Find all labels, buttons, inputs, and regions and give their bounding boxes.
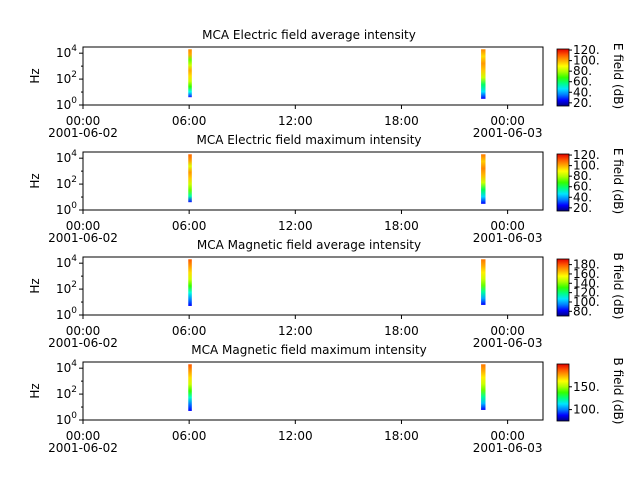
colorbar-label: B field (dB) — [611, 358, 625, 425]
colorbar-tick-label: 80. — [573, 64, 592, 78]
x-tick-label: 06:00 — [172, 324, 207, 338]
x-tick-label: 00:00 — [490, 324, 525, 338]
x-date-label: 2001-06-02 — [48, 441, 118, 455]
colorbar — [556, 48, 570, 107]
spectrogram-segment — [188, 364, 192, 411]
x-tick-label: 00:00 — [490, 219, 525, 233]
colorbar-tick-label: 100. — [573, 403, 600, 417]
colorbar-tick-label: 160. — [573, 267, 600, 281]
x-tick-label: 12:00 — [278, 429, 313, 443]
y-tick-label: 104 — [56, 359, 77, 375]
x-tick-label: 18:00 — [384, 429, 419, 443]
colorbar-tick-label: 80. — [573, 169, 592, 183]
plot-area — [82, 361, 544, 421]
spectrogram-segment — [188, 49, 192, 98]
colorbar-tick-label: 60. — [573, 180, 592, 194]
panel-title: MCA Magnetic field average intensity — [197, 238, 421, 252]
colorbar — [556, 258, 570, 317]
colorbar-label: E field (dB) — [611, 148, 625, 214]
y-tick-label: 102 — [56, 70, 77, 86]
spectrogram-panel: MCA Magnetic field maximum intensity 100 1… — [28, 343, 625, 455]
colorbar-label: B field (dB) — [611, 253, 625, 320]
spectrogram-segment — [481, 364, 486, 410]
x-tick-label: 18:00 — [384, 324, 419, 338]
colorbar-tick-label: 150. — [573, 380, 600, 394]
panel-title: MCA Magnetic field maximum intensity — [191, 343, 427, 357]
colorbar-tick-label: 40. — [573, 190, 592, 204]
colorbar-tick-label: 180. — [573, 258, 600, 272]
spectrogram-segment — [188, 259, 192, 306]
x-tick-label: 12:00 — [278, 219, 313, 233]
spectrogram-segment — [481, 49, 486, 99]
colorbar-tick-label: 100. — [573, 159, 600, 173]
x-tick-label: 00:00 — [66, 219, 101, 233]
y-tick-label: 100 — [56, 96, 77, 112]
x-tick-label: 00:00 — [66, 114, 101, 128]
x-tick-label: 12:00 — [278, 114, 313, 128]
y-tick-label: 104 — [56, 149, 77, 165]
x-tick-label: 18:00 — [384, 114, 419, 128]
x-tick-label: 06:00 — [172, 429, 207, 443]
x-date-label: 2001-06-02 — [48, 231, 118, 245]
plot-area — [82, 151, 544, 211]
y-axis-label: Hz — [28, 173, 42, 188]
colorbar-tick-label: 20. — [573, 201, 592, 215]
colorbar-tick-label: 120. — [573, 286, 600, 300]
y-tick-label: 104 — [56, 44, 77, 60]
colorbar-tick-label: 100. — [573, 295, 600, 309]
x-tick-label: 12:00 — [278, 324, 313, 338]
x-date-label: 2001-06-03 — [473, 336, 543, 350]
colorbar-tick-label: 120. — [573, 148, 600, 162]
y-axis-label: Hz — [28, 68, 42, 83]
colorbar-label: E field (dB) — [611, 43, 625, 109]
colorbar — [556, 153, 570, 212]
plot-area — [82, 46, 544, 106]
panel-title: MCA Electric field average intensity — [202, 28, 416, 42]
y-axis-label: Hz — [28, 278, 42, 293]
x-date-label: 2001-06-02 — [48, 126, 118, 140]
spectrogram-panel: MCA Magnetic field average intensity 100 1… — [28, 238, 625, 350]
y-tick-label: 100 — [56, 201, 77, 217]
y-tick-label: 102 — [56, 385, 77, 401]
colorbar — [556, 363, 570, 422]
plot-area — [82, 256, 544, 316]
panel-title: MCA Electric field maximum intensity — [196, 133, 421, 147]
y-tick-label: 104 — [56, 254, 77, 270]
y-axis-label: Hz — [28, 383, 42, 398]
x-tick-label: 00:00 — [66, 429, 101, 443]
colorbar-tick-label: 40. — [573, 85, 592, 99]
x-tick-label: 00:00 — [490, 114, 525, 128]
x-date-label: 2001-06-02 — [48, 336, 118, 350]
colorbar-tick-label: 120. — [573, 43, 600, 57]
colorbar-tick-label: 140. — [573, 276, 600, 290]
x-tick-label: 06:00 — [172, 219, 207, 233]
y-tick-label: 100 — [56, 411, 77, 427]
x-tick-label: 06:00 — [172, 114, 207, 128]
y-tick-label: 102 — [56, 280, 77, 296]
colorbar-tick-label: 80. — [573, 304, 592, 318]
colorbar-tick-label: 20. — [573, 96, 592, 110]
x-tick-label: 00:00 — [490, 429, 525, 443]
spectrogram-panel: MCA Electric field average intensity 100 1… — [28, 28, 625, 140]
x-date-label: 2001-06-03 — [473, 126, 543, 140]
colorbar-tick-label: 60. — [573, 75, 592, 89]
colorbar-tick-label: 100. — [573, 54, 600, 68]
spectrogram-segment — [481, 154, 486, 204]
y-tick-label: 100 — [56, 306, 77, 322]
x-tick-label: 00:00 — [66, 324, 101, 338]
spectrogram-segment — [188, 154, 192, 203]
y-tick-label: 102 — [56, 175, 77, 191]
x-tick-label: 18:00 — [384, 219, 419, 233]
x-date-label: 2001-06-03 — [473, 231, 543, 245]
x-date-label: 2001-06-03 — [473, 441, 543, 455]
spectrogram-panel: MCA Electric field maximum intensity 100 1… — [28, 133, 625, 245]
spectrogram-segment — [481, 259, 486, 305]
